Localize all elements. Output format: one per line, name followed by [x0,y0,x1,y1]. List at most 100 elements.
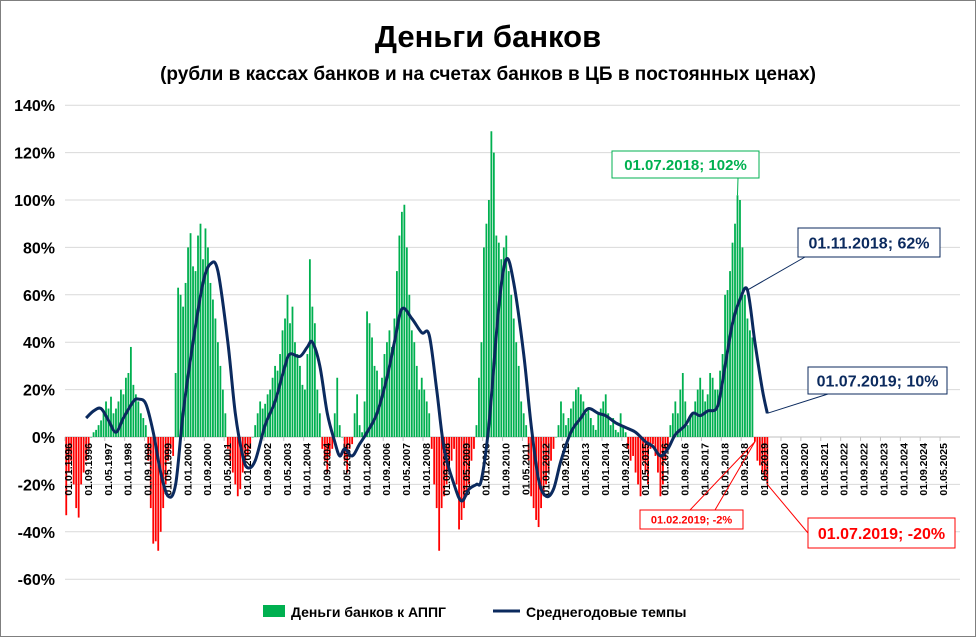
bar [67,437,70,473]
bar [699,377,702,437]
bar [756,437,759,461]
bar [82,437,85,473]
bar [659,437,662,497]
bar [450,437,453,461]
bar [410,330,413,437]
bar [361,432,363,437]
bar [530,437,533,497]
bar [535,437,538,520]
y-tick-label: 60% [23,288,55,305]
bar [455,437,458,485]
bar [500,259,503,437]
x-tick-label: 01.05.2017 [699,443,711,496]
bar [512,318,515,437]
bar [597,413,600,437]
y-tick-label: 120% [14,146,55,163]
bar [744,294,746,437]
bar [234,437,237,485]
bar [753,437,756,442]
bar [729,271,731,437]
chart-subtitle: (рубли в кассах банков и на счетах банко… [160,64,816,85]
y-tick-label: -60% [18,572,55,589]
bar [264,403,267,437]
line-series [85,256,769,503]
bar [276,370,279,437]
bar [542,437,545,497]
bar [751,337,754,437]
bar [162,437,165,509]
x-tick-label: 01.05.1997 [103,443,115,496]
annotation-label: 01.02.2019; -2% [651,514,733,526]
bar [214,318,217,437]
bar [589,418,592,437]
bar [92,432,95,437]
y-tick-label: -40% [18,525,55,542]
bar [679,389,682,437]
bar [388,330,391,437]
x-tick-label: 01.09.2000 [202,443,214,496]
bar [219,365,222,437]
bar [443,437,446,497]
bar [127,373,130,437]
x-tick-label: 01.05.2009 [461,443,473,496]
annotation-leader [767,393,829,414]
bar [425,401,428,437]
bar [120,389,122,437]
bar [212,299,214,437]
annotation-label: 01.11.2018; 62% [809,235,930,252]
bar [261,408,264,437]
bar [405,247,408,437]
bar [363,401,366,437]
bar [716,389,719,437]
bar [669,425,672,437]
bar [766,437,769,485]
bar [169,437,172,449]
bar [152,437,155,544]
bar [147,437,150,461]
bar [304,389,306,437]
bar [398,235,401,437]
bar [709,373,712,437]
bar [179,294,182,437]
x-tick-label: 01.05.2001 [222,443,234,496]
bar [189,233,192,437]
legend-swatch-bars [263,605,285,617]
x-tick-label: 01.09.2004 [322,443,334,496]
bar [348,437,351,449]
bar [313,323,316,437]
bar [97,425,100,437]
bar [706,394,709,437]
bar [572,401,575,437]
bar [440,437,443,509]
bar [102,413,105,437]
bar [184,282,187,437]
bar [338,425,341,437]
bar [415,365,418,437]
bar [328,437,331,456]
bar [226,437,229,449]
bar [642,437,644,461]
bar [279,354,281,437]
bar [216,342,219,437]
bar [236,437,239,497]
bar [358,425,361,437]
bar [100,420,102,437]
bar [229,437,232,461]
bar [639,437,642,497]
bar [676,413,679,437]
bar [629,437,632,461]
bar [321,437,324,449]
bar [555,437,557,438]
bar [758,437,761,466]
legend-label-bars: Деньги банков к АППГ [291,604,446,620]
annotation-leader [766,484,809,534]
bar [550,437,552,461]
bar [746,318,749,437]
y-tick-label: 140% [14,98,55,115]
bar [301,384,304,437]
x-tick-label: 01.05.2021 [819,443,831,496]
bar [517,365,520,437]
bar [485,223,488,437]
bar [470,437,473,461]
